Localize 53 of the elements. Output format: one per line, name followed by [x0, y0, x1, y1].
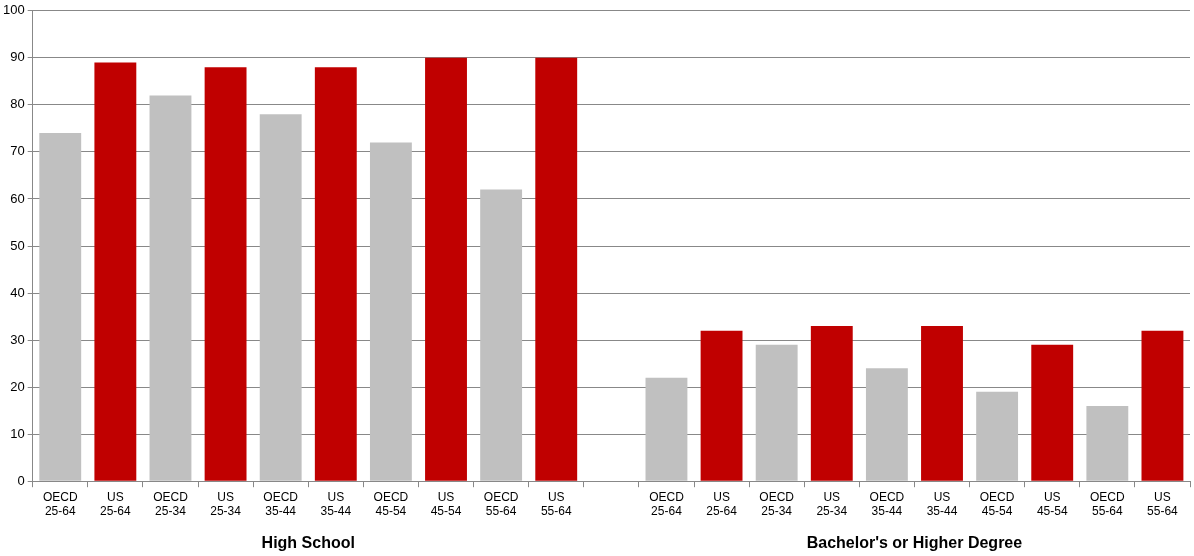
x-tick-label: US 25-34: [210, 489, 242, 519]
x-tick-label: US 25-64: [706, 489, 738, 519]
y-tick-label: 50: [10, 237, 25, 253]
x-tick-label: OECD 35-44: [869, 489, 905, 519]
bar: [535, 57, 578, 481]
bar: [204, 67, 247, 481]
bar: [314, 67, 357, 481]
x-tick-label: OECD 45-54: [373, 489, 409, 519]
x-tick-label: OECD 25-64: [649, 489, 685, 519]
x-tick-label: US 55-64: [1147, 489, 1179, 519]
bar: [1141, 330, 1184, 481]
x-tick-label: OECD 45-54: [979, 489, 1015, 519]
bar: [425, 57, 467, 481]
y-tick-label: 10: [10, 425, 25, 441]
x-tick-label: OECD 35-44: [263, 489, 299, 519]
y-tick-label: 80: [10, 96, 25, 112]
bar: [259, 114, 302, 481]
x-tick-label: US 45-54: [430, 489, 462, 519]
bar: [1031, 344, 1074, 481]
x-tick-label: OECD 55-64: [483, 489, 519, 519]
text: High School: [261, 534, 355, 552]
bar: [480, 189, 523, 481]
y-tick-label: 40: [10, 284, 25, 300]
x-tick-label: US 55-64: [540, 489, 572, 519]
y-tick-label: 60: [10, 190, 25, 206]
x-tick-label: OECD 25-34: [759, 489, 795, 519]
bar: [755, 344, 798, 481]
bar: [39, 133, 82, 481]
x-tick-label: OECD 25-64: [42, 489, 78, 519]
x-tick-label: US 25-34: [816, 489, 848, 519]
bar: [700, 330, 743, 481]
bar: [976, 391, 1019, 481]
x-tick-label: US 35-44: [926, 489, 958, 519]
x-tick-label: US 45-54: [1036, 489, 1068, 519]
x-tick-label: US 25-64: [100, 489, 132, 519]
x-tick-label: OECD 55-64: [1090, 489, 1125, 519]
bar: [149, 95, 192, 481]
y-tick-label: 0: [17, 472, 25, 488]
bar: [921, 325, 963, 481]
y-tick-label: 100: [2, 2, 25, 18]
bar: [810, 325, 853, 481]
y-tick-label: 70: [10, 143, 25, 159]
y-tick-label: 90: [10, 49, 25, 65]
bar: [1086, 405, 1129, 481]
text: Bachelor's or Higher Degree: [806, 534, 1023, 552]
bar: [645, 377, 688, 481]
y-tick-label: 30: [10, 331, 25, 347]
y-tick-label: 20: [10, 378, 25, 394]
bar: [865, 368, 908, 481]
x-tick-label: OECD 25-34: [153, 489, 189, 519]
bar: [369, 142, 412, 481]
x-tick-label: US 35-44: [320, 489, 352, 519]
bar: [94, 62, 137, 481]
